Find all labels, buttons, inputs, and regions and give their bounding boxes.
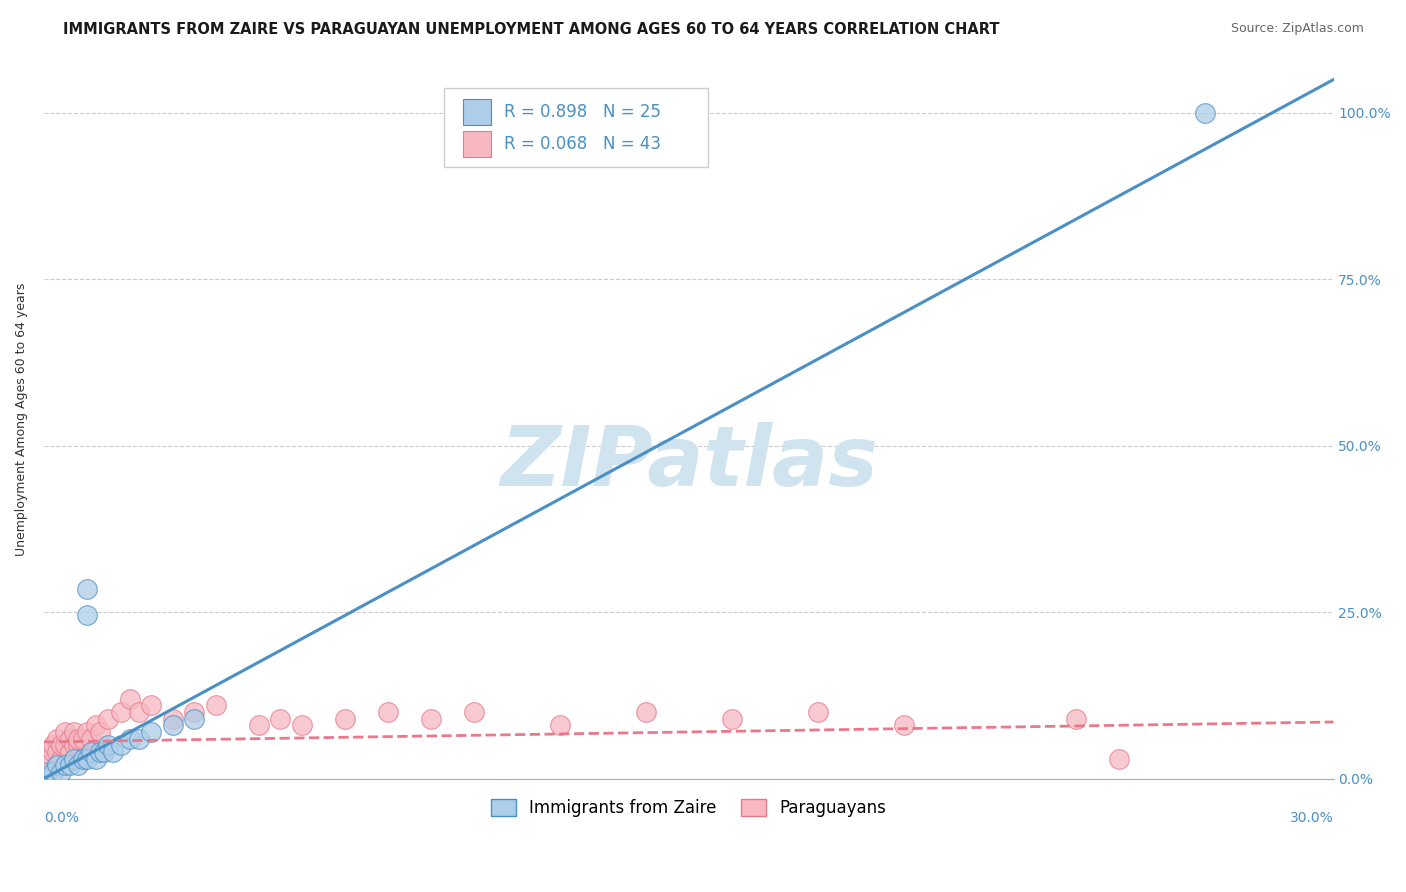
Point bbox=[110, 739, 132, 753]
Point bbox=[72, 751, 94, 765]
Point bbox=[419, 712, 441, 726]
Point bbox=[37, 758, 59, 772]
Point bbox=[51, 764, 73, 779]
Point bbox=[1194, 106, 1216, 120]
Point bbox=[67, 758, 90, 772]
FancyBboxPatch shape bbox=[444, 88, 709, 168]
Point bbox=[97, 739, 120, 753]
Point bbox=[333, 712, 356, 726]
Point bbox=[59, 758, 82, 772]
Y-axis label: Unemployment Among Ages 60 to 64 years: Unemployment Among Ages 60 to 64 years bbox=[15, 283, 28, 556]
Point bbox=[84, 751, 107, 765]
Point bbox=[37, 764, 59, 779]
Point bbox=[55, 725, 77, 739]
Point bbox=[141, 698, 163, 713]
Point bbox=[80, 745, 103, 759]
Point bbox=[93, 745, 115, 759]
Point bbox=[110, 705, 132, 719]
Text: Source: ZipAtlas.com: Source: ZipAtlas.com bbox=[1230, 22, 1364, 36]
Point bbox=[45, 745, 67, 759]
Text: IMMIGRANTS FROM ZAIRE VS PARAGUAYAN UNEMPLOYMENT AMONG AGES 60 TO 64 YEARS CORRE: IMMIGRANTS FROM ZAIRE VS PARAGUAYAN UNEM… bbox=[63, 22, 1000, 37]
Text: R = 0.068   N = 43: R = 0.068 N = 43 bbox=[505, 135, 661, 153]
Point bbox=[84, 718, 107, 732]
Point bbox=[89, 745, 111, 759]
Point bbox=[37, 751, 59, 765]
Point bbox=[269, 712, 291, 726]
Point bbox=[41, 745, 63, 759]
Point bbox=[548, 718, 571, 732]
FancyBboxPatch shape bbox=[463, 131, 492, 157]
Point bbox=[463, 705, 485, 719]
FancyBboxPatch shape bbox=[463, 99, 492, 125]
Point bbox=[128, 731, 150, 746]
Point bbox=[162, 712, 184, 726]
Point bbox=[89, 725, 111, 739]
Point bbox=[76, 582, 98, 596]
Point bbox=[1108, 751, 1130, 765]
Point bbox=[162, 718, 184, 732]
Point bbox=[118, 731, 141, 746]
Point bbox=[67, 739, 90, 753]
Point bbox=[97, 712, 120, 726]
Point bbox=[41, 764, 63, 779]
Point bbox=[63, 725, 86, 739]
Point bbox=[76, 725, 98, 739]
Point bbox=[51, 739, 73, 753]
Point bbox=[183, 705, 205, 719]
Legend: Immigrants from Zaire, Paraguayans: Immigrants from Zaire, Paraguayans bbox=[484, 793, 893, 824]
Point bbox=[141, 725, 163, 739]
Point bbox=[183, 712, 205, 726]
Point bbox=[807, 705, 830, 719]
Point bbox=[72, 731, 94, 746]
Point bbox=[63, 751, 86, 765]
Text: R = 0.898   N = 25: R = 0.898 N = 25 bbox=[505, 103, 661, 121]
Point bbox=[893, 718, 915, 732]
Text: 0.0%: 0.0% bbox=[44, 811, 79, 825]
Point bbox=[1064, 712, 1087, 726]
Point bbox=[45, 731, 67, 746]
Point bbox=[76, 608, 98, 623]
Point bbox=[101, 745, 124, 759]
Point bbox=[80, 731, 103, 746]
Point bbox=[59, 745, 82, 759]
Point bbox=[63, 739, 86, 753]
Point bbox=[118, 691, 141, 706]
Text: 30.0%: 30.0% bbox=[1289, 811, 1333, 825]
Point bbox=[205, 698, 228, 713]
Point bbox=[634, 705, 657, 719]
Point bbox=[291, 718, 314, 732]
Point bbox=[55, 758, 77, 772]
Point bbox=[45, 758, 67, 772]
Point bbox=[76, 751, 98, 765]
Point bbox=[59, 731, 82, 746]
Point bbox=[720, 712, 742, 726]
Point bbox=[51, 751, 73, 765]
Point bbox=[55, 739, 77, 753]
Point bbox=[247, 718, 270, 732]
Point bbox=[41, 739, 63, 753]
Text: ZIPatlas: ZIPatlas bbox=[499, 422, 877, 503]
Point bbox=[128, 705, 150, 719]
Point bbox=[67, 731, 90, 746]
Point bbox=[377, 705, 399, 719]
